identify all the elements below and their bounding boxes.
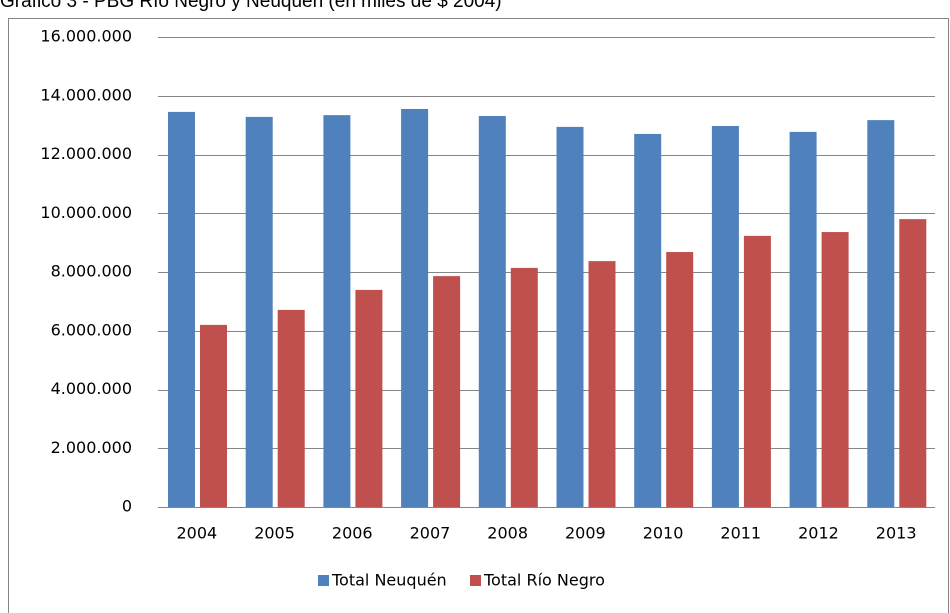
y-tick-label: 6.000.000 (51, 320, 132, 339)
chart-border (8, 18, 949, 613)
y-tick-label: 0 (122, 497, 132, 516)
bar (743, 235, 771, 507)
bar (401, 108, 429, 507)
x-tick-label: 2013 (876, 524, 917, 543)
bar (168, 111, 195, 507)
x-tick-label: 2009 (565, 524, 606, 543)
bar (711, 126, 739, 507)
x-tick-label: 2010 (643, 524, 684, 543)
bar (433, 276, 461, 507)
bar (245, 116, 273, 508)
bar (277, 309, 305, 507)
bar (867, 120, 895, 507)
bar (634, 133, 662, 507)
y-tick-label: 10.000.000 (40, 203, 132, 222)
bar (478, 116, 506, 508)
y-tick-label: 2.000.000 (51, 438, 132, 457)
y-tick-label: 12.000.000 (40, 144, 132, 163)
x-tick-label: 2005 (254, 524, 295, 543)
legend-label: Total Neuquén (331, 571, 447, 590)
x-tick-label: 2004 (176, 524, 217, 543)
bar (510, 267, 538, 507)
legend-label: Total Río Negro (483, 571, 605, 590)
bar (789, 131, 817, 507)
x-tick-label: 2012 (798, 524, 839, 543)
bar (200, 324, 227, 507)
chart-title: Gráfico 3 - PBG Río Negro y Neuquén (en … (0, 0, 502, 12)
legend-swatch (318, 575, 329, 586)
y-tick-label: 4.000.000 (51, 379, 132, 398)
x-tick-label: 2007 (410, 524, 451, 543)
bar (821, 232, 849, 508)
x-tick-label: 2011 (720, 524, 761, 543)
y-tick-label: 14.000.000 (40, 85, 132, 104)
bar (666, 252, 694, 507)
bar (556, 126, 584, 507)
legend-swatch (470, 575, 481, 586)
bar (588, 261, 616, 507)
y-tick-label: 8.000.000 (51, 262, 132, 281)
x-tick-label: 2006 (332, 524, 373, 543)
bar (355, 289, 383, 507)
bar (323, 115, 351, 507)
x-tick-label: 2008 (487, 524, 528, 543)
bar (899, 219, 927, 507)
y-tick-label: 16.000.000 (40, 27, 132, 46)
